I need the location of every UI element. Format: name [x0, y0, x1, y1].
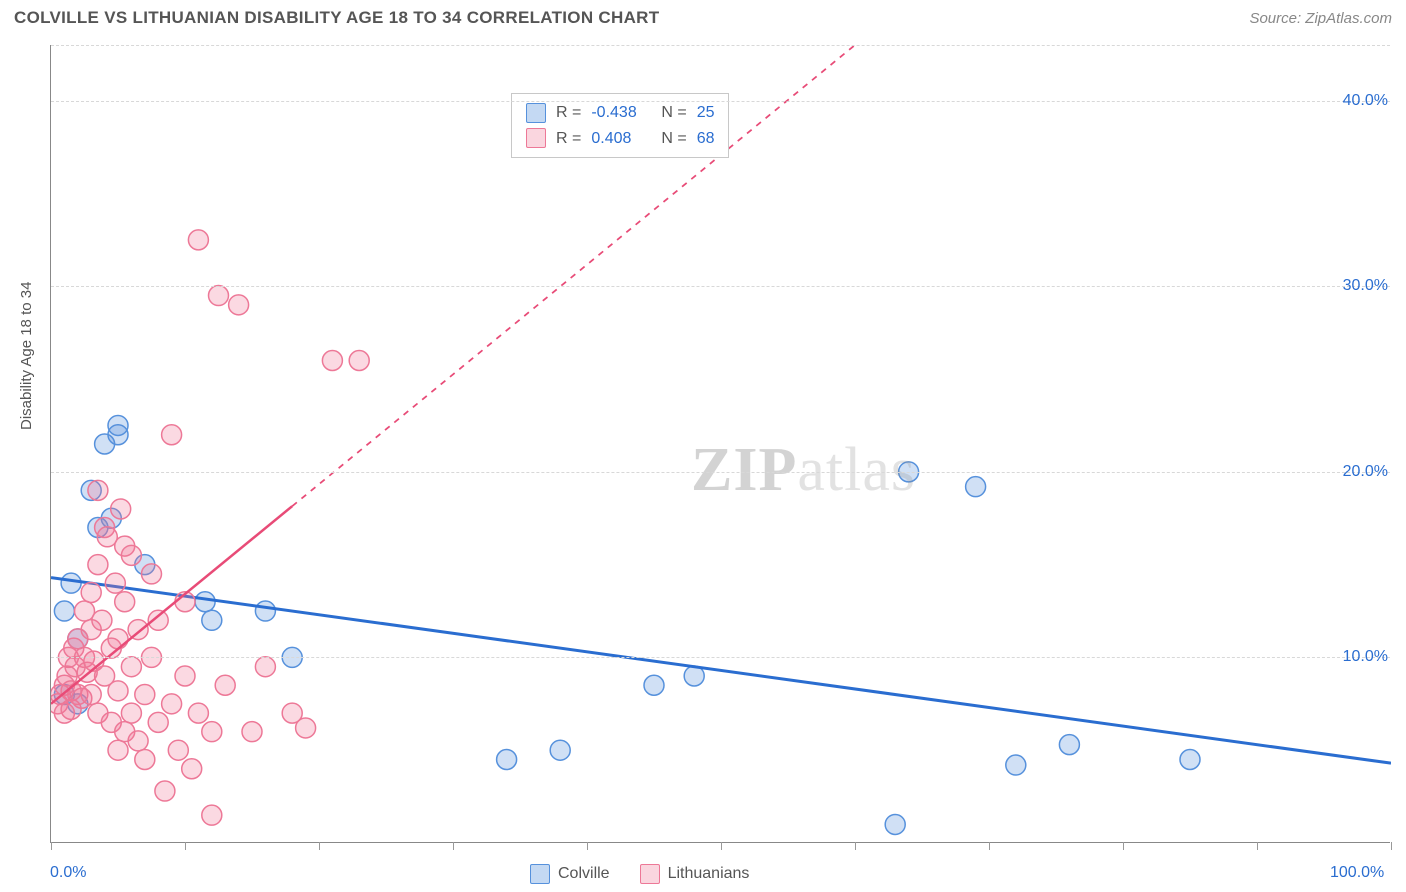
data-point [81, 685, 101, 705]
x-tick [319, 842, 320, 850]
data-point [121, 703, 141, 723]
data-point [162, 694, 182, 714]
data-point [1006, 755, 1026, 775]
source-attribution: Source: ZipAtlas.com [1249, 10, 1392, 27]
legend-label: Colville [558, 865, 610, 883]
stats-row: R =0.408N =68 [526, 126, 714, 152]
data-point [349, 350, 369, 370]
data-point [255, 657, 275, 677]
gridline-h [51, 472, 1390, 473]
data-point [229, 295, 249, 315]
data-point [142, 564, 162, 584]
data-point [121, 545, 141, 565]
stats-row: R =-0.438N =25 [526, 100, 714, 126]
gridline-h [51, 101, 1390, 102]
data-point [121, 657, 141, 677]
data-point [88, 555, 108, 575]
legend-swatch [640, 864, 660, 884]
legend-swatch [526, 103, 546, 123]
x-tick [1257, 842, 1258, 850]
x-tick [453, 842, 454, 850]
data-point [54, 601, 74, 621]
x-tick [1391, 842, 1392, 850]
data-point [195, 592, 215, 612]
y-axis-label: Disability Age 18 to 34 [18, 282, 35, 430]
series-legend: Colville Lithuanians [530, 864, 749, 884]
data-point [322, 350, 342, 370]
data-point [108, 629, 128, 649]
data-point [966, 477, 986, 497]
y-tick-label: 30.0% [1343, 277, 1388, 295]
data-point [108, 415, 128, 435]
data-point [885, 814, 905, 834]
x-tick-label: 0.0% [50, 864, 86, 882]
data-point [162, 425, 182, 445]
data-point [168, 740, 188, 760]
data-point [209, 286, 229, 306]
data-point [182, 759, 202, 779]
data-point [61, 573, 81, 593]
x-tick [51, 842, 52, 850]
y-tick-label: 20.0% [1343, 463, 1388, 481]
data-point [1180, 749, 1200, 769]
x-tick [1123, 842, 1124, 850]
data-point [148, 712, 168, 732]
data-point [242, 722, 262, 742]
gridline-h [51, 286, 1390, 287]
data-point [202, 722, 222, 742]
data-point [111, 499, 131, 519]
data-point [644, 675, 664, 695]
y-tick-label: 10.0% [1343, 648, 1388, 666]
x-tick [989, 842, 990, 850]
data-point [108, 681, 128, 701]
data-point [215, 675, 235, 695]
legend-swatch [530, 864, 550, 884]
data-point [296, 718, 316, 738]
stats-legend-box: R =-0.438N =25R =0.408N =68 [511, 93, 729, 158]
data-point [92, 610, 112, 630]
gridline-h [51, 657, 1390, 658]
data-point [128, 731, 148, 751]
data-point [255, 601, 275, 621]
data-point [115, 592, 135, 612]
scatter-svg [51, 45, 1391, 843]
gridline-h [51, 45, 1390, 46]
data-point [135, 685, 155, 705]
legend-item: Colville [530, 864, 610, 884]
data-point [188, 230, 208, 250]
x-tick [855, 842, 856, 850]
chart-plot-area: ZIPatlas R =-0.438N =25R =0.408N =68 [50, 45, 1390, 843]
x-tick [185, 842, 186, 850]
data-point [135, 749, 155, 769]
legend-swatch [526, 128, 546, 148]
data-point [202, 610, 222, 630]
data-point [1059, 735, 1079, 755]
data-point [550, 740, 570, 760]
data-point [108, 740, 128, 760]
data-point [88, 480, 108, 500]
data-point [175, 666, 195, 686]
y-tick-label: 40.0% [1343, 92, 1388, 110]
legend-label: Lithuanians [668, 865, 750, 883]
legend-item: Lithuanians [640, 864, 750, 884]
data-point [497, 749, 517, 769]
x-tick [721, 842, 722, 850]
data-point [105, 573, 125, 593]
x-tick [587, 842, 588, 850]
data-point [188, 703, 208, 723]
x-tick-label: 100.0% [1330, 864, 1384, 882]
data-point [155, 781, 175, 801]
data-point [202, 805, 222, 825]
data-point [81, 582, 101, 602]
chart-title: COLVILLE VS LITHUANIAN DISABILITY AGE 18… [14, 8, 659, 28]
